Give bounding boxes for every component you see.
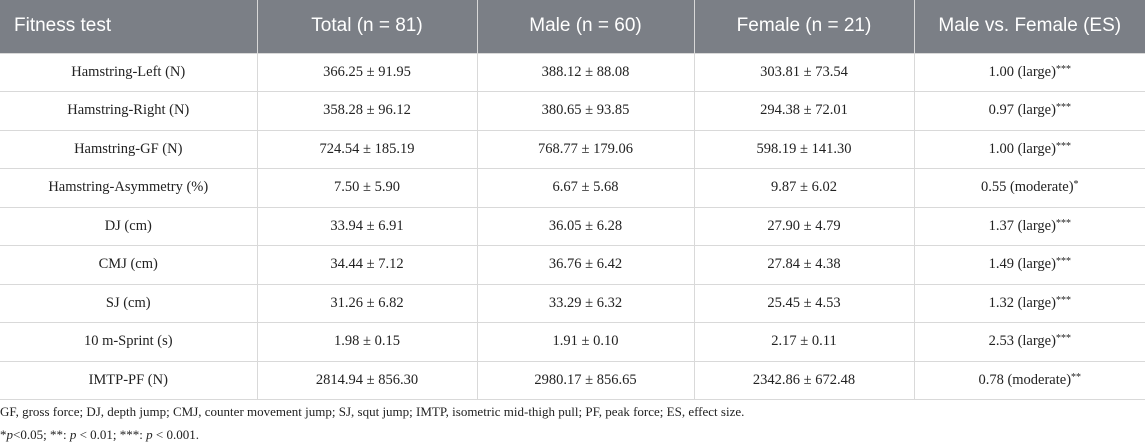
effect-size-value: 1.37 (large) <box>988 217 1056 234</box>
header-fitness-test: Fitness test <box>0 0 258 53</box>
cell-effect-size: 0.55 (moderate)* <box>913 168 1145 208</box>
table-row: Hamstring-Right (N) 358.28 ± 96.12 380.65 … <box>0 91 1145 131</box>
table-row: Hamstring-Left (N) 366.25 ± 91.95 388.12 ±… <box>0 52 1145 92</box>
cell-effect-size: 0.97 (large)*** <box>913 91 1145 131</box>
effect-size-value: 0.55 (moderate) <box>980 179 1074 196</box>
table-row: Hamstring-Asymmetry (%) 7.50 ± 5.90 6.67 ±… <box>0 168 1145 208</box>
cell-fitness-test: DJ (cm) <box>0 206 258 246</box>
cell-total: 34.44 ± 7.12 <box>256 245 478 285</box>
cell-female: 294.38 ± 72.01 <box>693 91 915 131</box>
cell-effect-size: 1.32 (large)*** <box>913 283 1145 323</box>
significance-marker: *** <box>1055 294 1071 306</box>
table-row: DJ (cm) 33.94 ± 6.91 36.05 ± 6.28 27.90 ± 4… <box>0 206 1145 246</box>
significance-marker: *** <box>1055 140 1071 152</box>
cell-female: 27.90 ± 4.79 <box>693 206 915 246</box>
cell-male: 1.91 ± 0.10 <box>476 322 695 362</box>
abbreviations-note: GF, gross force; DJ, depth jump; CMJ, co… <box>0 404 745 419</box>
table-row: 10 m-Sprint (s) 1.98 ± 0.15 1.91 ± 0.10 2.1… <box>0 322 1145 362</box>
significance-marker: ** <box>1071 371 1082 383</box>
cell-effect-size: 2.53 (large)*** <box>913 322 1145 362</box>
cell-fitness-test: Hamstring-Asymmetry (%) <box>0 168 258 208</box>
table-row: IMTP-PF (N) 2814.94 ± 856.30 2980.17 ± 856… <box>0 360 1145 400</box>
cell-effect-size: 1.49 (large)*** <box>913 245 1145 285</box>
cell-total: 2814.94 ± 856.30 <box>256 360 478 400</box>
cell-fitness-test: 10 m-Sprint (s) <box>0 322 258 362</box>
sig-t3: < 0.001. <box>152 427 199 442</box>
sig-p1: p <box>6 427 14 442</box>
header-total: Total (n = 81) <box>257 0 478 53</box>
cell-total: 358.28 ± 96.12 <box>256 91 478 131</box>
cell-male: 380.65 ± 93.85 <box>476 91 695 131</box>
table-row: SJ (cm) 31.26 ± 6.82 33.29 ± 6.32 25.45 ± 4… <box>0 283 1145 323</box>
significance-marker: *** <box>1055 333 1071 345</box>
effect-size-value: 0.97 (large) <box>988 102 1056 119</box>
effect-size-value: 1.49 (large) <box>988 256 1056 273</box>
significance-note: *p<0.05; **: p < 0.01; ***: p < 0.001. <box>0 423 744 446</box>
cell-total: 31.26 ± 6.82 <box>256 283 478 323</box>
effect-size-value: 0.78 (moderate) <box>978 371 1072 388</box>
significance-marker: *** <box>1055 102 1071 114</box>
data-table-container: Fitness test Total (n = 81) Male (n = 60… <box>0 0 1145 400</box>
sig-t2: < 0.01; ***: <box>76 427 147 442</box>
cell-effect-size: 1.00 (large)*** <box>913 52 1145 92</box>
cell-male: 2980.17 ± 856.65 <box>476 360 695 400</box>
cell-effect-size: 1.00 (large)*** <box>913 129 1145 169</box>
table-header-row: Fitness test Total (n = 81) Male (n = 60… <box>0 0 1145 53</box>
cell-total: 366.25 ± 91.95 <box>256 52 478 92</box>
cell-male: 768.77 ± 179.06 <box>476 129 695 169</box>
sig-p2: p <box>69 427 77 442</box>
cell-male: 33.29 ± 6.32 <box>476 283 695 323</box>
cell-total: 33.94 ± 6.91 <box>256 206 478 246</box>
significance-marker: * <box>1073 179 1079 191</box>
significance-marker: *** <box>1055 256 1071 268</box>
cell-female: 2.17 ± 0.11 <box>693 322 915 362</box>
table-body: Hamstring-Left (N) 366.25 ± 91.95 388.12 ±… <box>0 52 1145 400</box>
cell-female: 25.45 ± 4.53 <box>693 283 915 323</box>
cell-total: 7.50 ± 5.90 <box>256 168 478 208</box>
effect-size-value: 1.00 (large) <box>988 63 1056 80</box>
significance-marker: *** <box>1055 63 1071 75</box>
cell-effect-size: 1.37 (large)*** <box>913 206 1145 246</box>
significance-marker: *** <box>1055 217 1071 229</box>
header-male: Male (n = 60) <box>477 0 695 53</box>
table-row: Hamstring-GF (N) 724.54 ± 185.19 768.77 ± … <box>0 129 1145 169</box>
cell-female: 9.87 ± 6.02 <box>693 168 915 208</box>
header-female: Female (n = 21) <box>694 0 915 53</box>
effect-size-value: 2.53 (large) <box>988 333 1056 350</box>
cell-fitness-test: Hamstring-GF (N) <box>0 129 258 169</box>
cell-fitness-test: Hamstring-Left (N) <box>0 52 258 92</box>
cell-fitness-test: IMTP-PF (N) <box>0 360 258 400</box>
sig-star1: * <box>0 427 7 442</box>
cell-total: 1.98 ± 0.15 <box>256 322 478 362</box>
cell-effect-size: 0.78 (moderate)** <box>913 360 1145 400</box>
cell-total: 724.54 ± 185.19 <box>256 129 478 169</box>
cell-male: 6.67 ± 5.68 <box>476 168 695 208</box>
cell-female: 303.81 ± 73.54 <box>693 52 915 92</box>
cell-male: 388.12 ± 88.08 <box>476 52 695 92</box>
cell-female: 598.19 ± 141.30 <box>693 129 915 169</box>
effect-size-value: 1.32 (large) <box>988 294 1056 311</box>
fitness-table: Fitness test Total (n = 81) Male (n = 60… <box>0 0 1145 400</box>
effect-size-value: 1.00 (large) <box>988 140 1056 157</box>
cell-female: 2342.86 ± 672.48 <box>693 360 915 400</box>
sig-p3: p <box>146 427 153 442</box>
cell-fitness-test: SJ (cm) <box>0 283 258 323</box>
cell-fitness-test: CMJ (cm) <box>0 245 258 285</box>
cell-fitness-test: Hamstring-Right (N) <box>0 91 258 131</box>
cell-male: 36.76 ± 6.42 <box>476 245 695 285</box>
cell-male: 36.05 ± 6.28 <box>476 206 695 246</box>
sig-t1: <0.05; **: <box>13 427 70 442</box>
table-row: CMJ (cm) 34.44 ± 7.12 36.76 ± 6.42 27.84 ± … <box>0 245 1145 285</box>
cell-female: 27.84 ± 4.38 <box>693 245 915 285</box>
header-male-vs-female: Male vs. Female (ES) <box>938 15 1122 37</box>
table-notes: GF, gross force; DJ, depth jump; CMJ, co… <box>0 400 744 446</box>
